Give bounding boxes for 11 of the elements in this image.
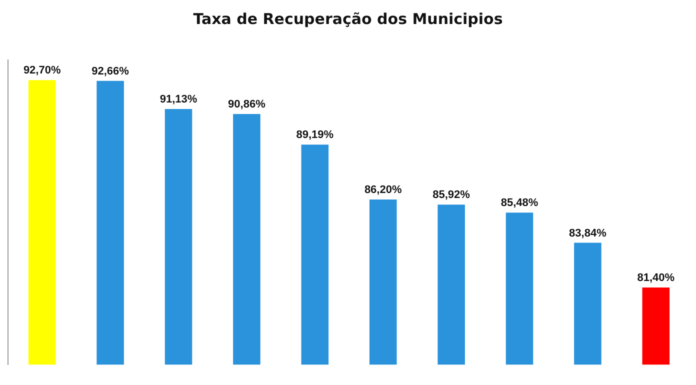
data-label: 92,66% xyxy=(92,65,130,78)
data-label: 92,70% xyxy=(23,64,61,77)
data-label: 83,84% xyxy=(569,227,607,240)
data-label: 85,48% xyxy=(500,197,538,210)
data-label: 89,19% xyxy=(296,129,334,142)
chart-title: Taxa de Recuperação dos Municipios xyxy=(192,10,504,28)
data-label: 90,86% xyxy=(228,98,266,110)
data-label: 81,40% xyxy=(637,272,675,284)
data-label: 86,20% xyxy=(364,184,402,196)
data-label: 91,13% xyxy=(160,94,198,106)
data-label: 85,92% xyxy=(432,189,470,202)
